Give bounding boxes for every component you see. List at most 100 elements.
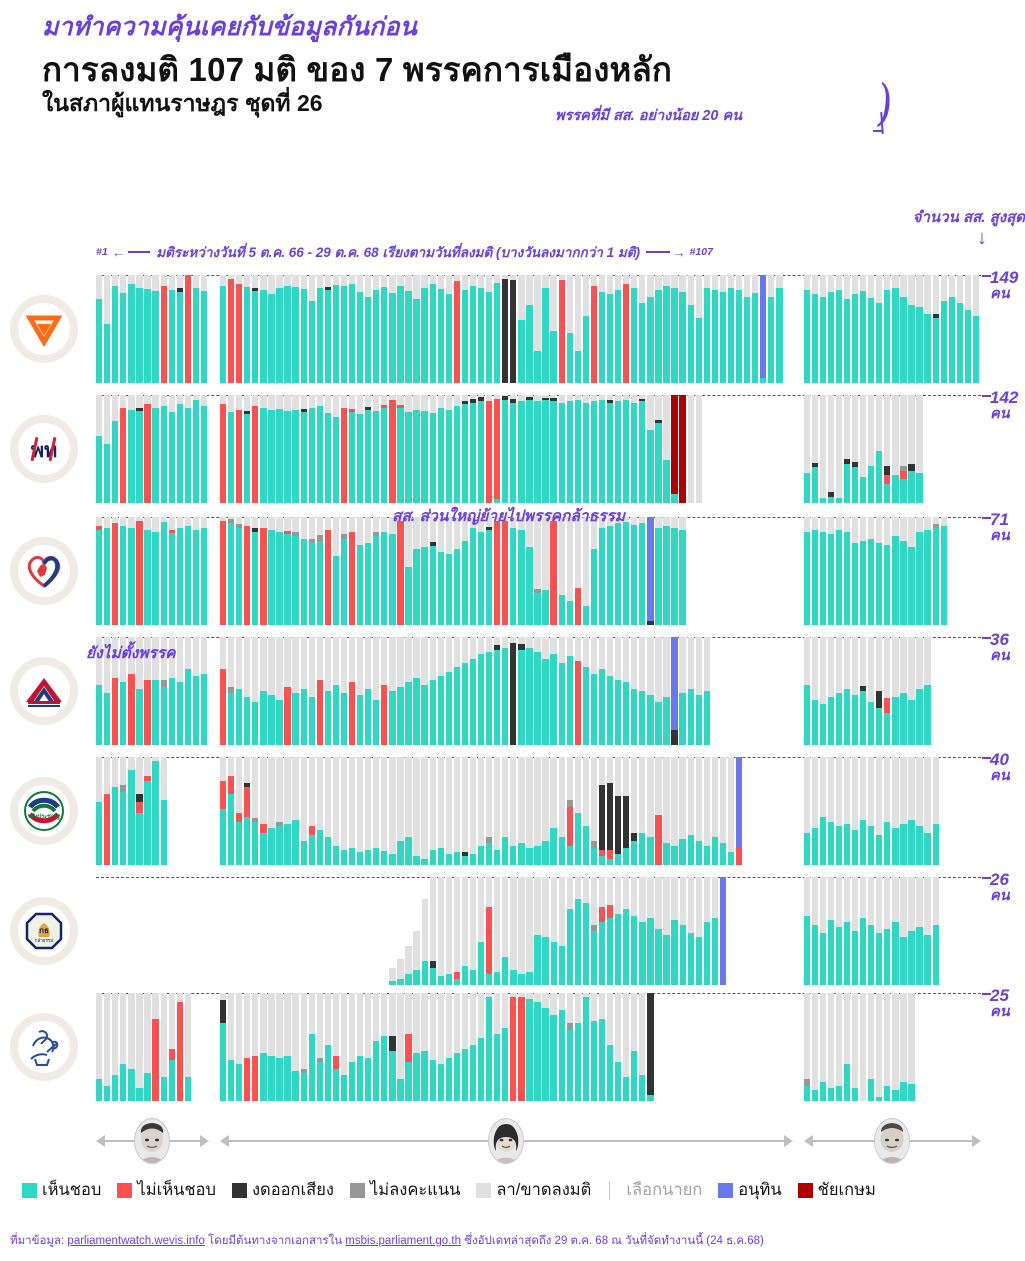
vote-bar[interactable] (104, 275, 112, 383)
vote-bar[interactable] (827, 993, 836, 1101)
vote-bar[interactable] (397, 877, 405, 985)
vote-bar[interactable] (413, 517, 421, 625)
vote-bar[interactable] (316, 395, 325, 503)
vote-bar[interactable] (494, 637, 502, 745)
vote-bar[interactable] (136, 993, 144, 1101)
vote-bar[interactable] (413, 877, 421, 985)
vote-bar[interactable] (623, 993, 631, 1101)
vote-bar[interactable] (859, 877, 868, 985)
vote-bar[interactable] (144, 517, 152, 625)
vote-bar[interactable] (582, 993, 591, 1101)
vote-bar[interactable] (300, 757, 309, 865)
vote-bar[interactable] (244, 517, 252, 625)
vote-bar[interactable] (868, 637, 876, 745)
vote-bar[interactable] (900, 637, 908, 745)
vote-bar[interactable] (811, 395, 820, 503)
vote-bar[interactable] (843, 877, 852, 985)
vote-bar[interactable] (184, 275, 193, 383)
vote-bar[interactable] (389, 993, 397, 1101)
vote-bar[interactable] (695, 275, 704, 383)
vote-bar[interactable] (373, 993, 381, 1101)
vote-bar[interactable] (292, 275, 300, 383)
vote-bar[interactable] (679, 395, 687, 503)
vote-bar[interactable] (227, 757, 236, 865)
vote-bar[interactable] (494, 757, 502, 865)
vote-bar[interactable] (526, 637, 534, 745)
vote-bar[interactable] (671, 757, 679, 865)
vote-bar[interactable] (590, 517, 599, 625)
vote-bar[interactable] (260, 757, 268, 865)
vote-bar[interactable] (461, 395, 470, 503)
vote-bar[interactable] (851, 757, 860, 865)
vote-bar[interactable] (558, 275, 567, 383)
vote-bar[interactable] (348, 993, 357, 1101)
vote-bar[interactable] (485, 517, 494, 625)
vote-bar[interactable] (176, 275, 185, 383)
vote-bar[interactable] (397, 993, 405, 1101)
vote-bar[interactable] (381, 993, 389, 1101)
vote-bar[interactable] (332, 757, 341, 865)
vote-bar[interactable] (120, 637, 128, 745)
vote-bar[interactable] (461, 877, 470, 985)
vote-bar[interactable] (324, 275, 333, 383)
vote-bar[interactable] (542, 637, 550, 745)
vote-bar[interactable] (136, 517, 144, 625)
vote-bar[interactable] (623, 275, 631, 383)
vote-bar[interactable] (365, 993, 373, 1101)
vote-bar[interactable] (647, 517, 655, 625)
vote-bar[interactable] (332, 637, 341, 745)
vote-bar[interactable] (340, 757, 349, 865)
vote-bar[interactable] (219, 395, 228, 503)
vote-bar[interactable] (868, 395, 876, 503)
vote-bar[interactable] (819, 395, 828, 503)
vote-bar[interactable] (316, 757, 325, 865)
vote-bar[interactable] (868, 517, 876, 625)
vote-bar[interactable] (639, 395, 647, 503)
vote-bar[interactable] (437, 395, 446, 503)
vote-bar[interactable] (803, 993, 812, 1101)
vote-bar[interactable] (276, 275, 284, 383)
vote-bar[interactable] (892, 637, 900, 745)
vote-bar[interactable] (598, 757, 607, 865)
vote-bar[interactable] (421, 275, 429, 383)
vote-bar[interactable] (136, 637, 144, 745)
vote-bar[interactable] (477, 993, 486, 1101)
vote-bar[interactable] (437, 993, 446, 1101)
vote-bar[interactable] (128, 275, 136, 383)
vote-bar[interactable] (671, 877, 679, 985)
legend-item-2[interactable]: ไม่เห็นชอบ (117, 1177, 216, 1203)
vote-bar[interactable] (510, 275, 518, 383)
vote-bar[interactable] (679, 275, 687, 383)
vote-bar[interactable] (486, 877, 494, 985)
vote-bar[interactable] (590, 395, 599, 503)
vote-bar[interactable] (252, 637, 260, 745)
vote-bar[interactable] (655, 517, 663, 625)
vote-bar[interactable] (892, 877, 900, 985)
vote-bar[interactable] (768, 275, 776, 383)
vote-bar[interactable] (908, 637, 916, 745)
vote-bar[interactable] (192, 637, 201, 745)
vote-bar[interactable] (144, 275, 152, 383)
vote-bar[interactable] (606, 877, 615, 985)
vote-bar[interactable] (574, 877, 583, 985)
vote-bar[interactable] (687, 757, 696, 865)
vote-bar[interactable] (120, 757, 128, 865)
vote-bar[interactable] (964, 275, 973, 383)
vote-bar[interactable] (389, 395, 397, 503)
vote-bar[interactable] (811, 275, 820, 383)
vote-bar[interactable] (168, 275, 177, 383)
vote-bar[interactable] (152, 395, 160, 503)
vote-bar[interactable] (948, 275, 957, 383)
legend-pm-item-2[interactable]: ชัยเกษม (797, 1177, 876, 1203)
vote-bar[interactable] (892, 993, 900, 1101)
vote-bar[interactable] (639, 993, 647, 1101)
vote-bar[interactable] (413, 993, 421, 1101)
legend-item-3[interactable]: งดออกเสียง (231, 1177, 334, 1203)
vote-bar[interactable] (160, 395, 169, 503)
vote-bar[interactable] (236, 517, 244, 625)
vote-bar[interactable] (128, 517, 136, 625)
vote-bar[interactable] (356, 637, 365, 745)
vote-bar[interactable] (526, 517, 534, 625)
vote-bar[interactable] (687, 275, 696, 383)
vote-bar[interactable] (381, 275, 389, 383)
